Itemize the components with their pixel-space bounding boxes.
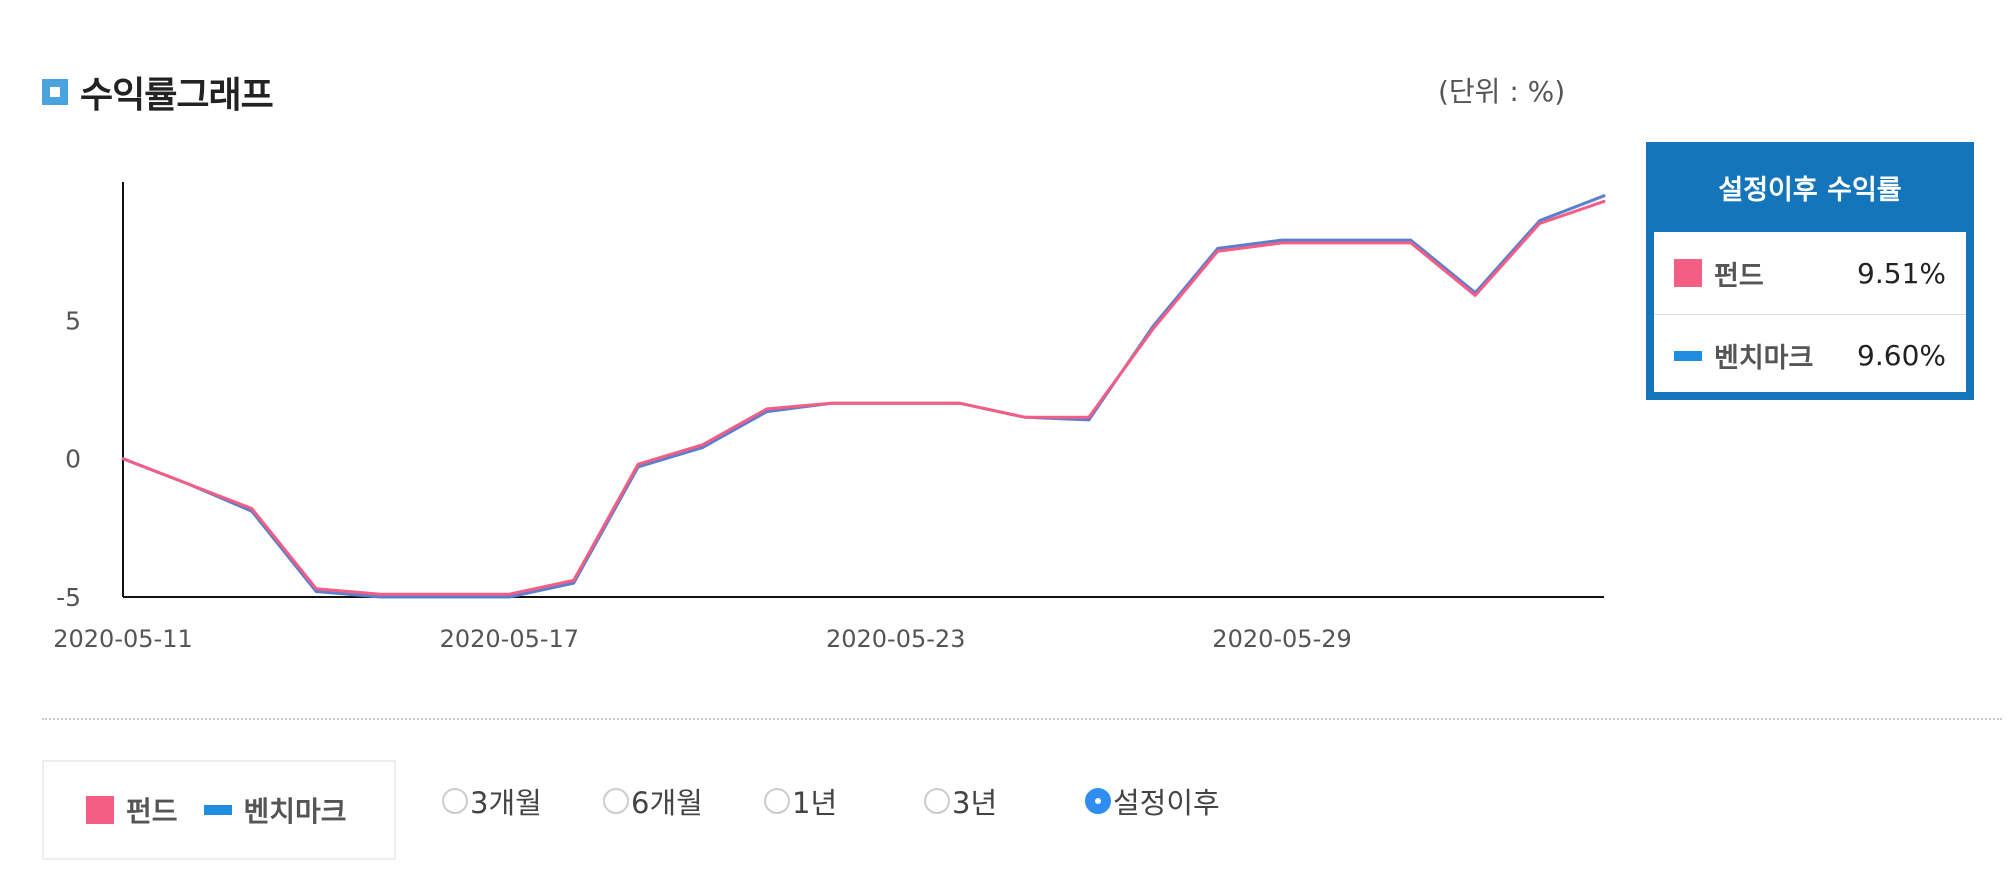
- period-3y-label: 3년: [952, 786, 998, 820]
- summary-row-benchmark: 벤치마크 9.60%: [1654, 314, 1966, 396]
- radio-since-inception[interactable]: [1085, 788, 1111, 814]
- x-tick-label: 2020-05-17: [440, 625, 579, 653]
- y-tick-label: 0: [65, 445, 81, 474]
- period-since-inception-label: 설정이후: [1113, 786, 1220, 820]
- summary-fund-label: 펀드: [1714, 260, 1764, 292]
- legend-benchmark-label: 벤치마크: [243, 795, 347, 828]
- period-1y-label: 1년: [792, 786, 838, 820]
- summary-panel: 설정이후 수익률 펀드 9.51% 벤치마크 9.60%: [1646, 142, 1974, 400]
- legend-item-benchmark: 벤치마크: [203, 790, 347, 830]
- summary-row-fund: 펀드 9.51%: [1654, 232, 1966, 314]
- unit-label: (단위 : %): [1438, 75, 1566, 108]
- period-3y[interactable]: 3년: [924, 780, 997, 822]
- page-title: 수익률그래프: [80, 75, 274, 116]
- radio-1y[interactable]: [764, 788, 790, 814]
- period-3m[interactable]: 3개월: [442, 780, 542, 822]
- return-line-chart: -5 0 5 2020-05-11 2020-05-17 2020-05-23 2020-0…: [53, 182, 1606, 653]
- section-divider: [42, 718, 2002, 720]
- period-6m[interactable]: 6개월: [603, 780, 703, 822]
- summary-benchmark-value: 9.60%: [1857, 339, 1946, 372]
- period-1y[interactable]: 1년: [764, 780, 837, 822]
- square-bullet-icon: [42, 79, 68, 105]
- chart-header: 수익률그래프: [42, 66, 274, 118]
- summary-body: 펀드 9.51% 벤치마크 9.60%: [1654, 232, 1966, 392]
- legend-item-fund: 펀드: [86, 790, 178, 830]
- y-tick-label: 5: [65, 306, 81, 335]
- x-tick-label: 2020-05-23: [826, 625, 965, 653]
- radio-3y[interactable]: [924, 788, 950, 814]
- summary-fund-value: 9.51%: [1857, 256, 1946, 290]
- radio-6m[interactable]: [603, 788, 629, 814]
- y-tick-label: -5: [56, 583, 81, 612]
- x-tick-label: 2020-05-29: [1212, 625, 1351, 653]
- benchmark-swatch-icon: [1674, 350, 1702, 361]
- chart-legend: 펀드 벤치마크: [42, 760, 396, 860]
- fund-series-line: [121, 199, 1606, 596]
- fund-swatch-icon: [86, 796, 114, 824]
- period-3m-label: 3개월: [470, 786, 542, 820]
- benchmark-series-line: [121, 194, 1606, 599]
- fund-swatch-icon: [1674, 259, 1702, 287]
- benchmark-swatch-icon: [203, 805, 232, 815]
- radio-3m[interactable]: [442, 788, 468, 814]
- period-6m-label: 6개월: [631, 786, 703, 820]
- x-tick-label: 2020-05-11: [53, 625, 192, 653]
- legend-fund-label: 펀드: [126, 795, 178, 828]
- period-since-inception[interactable]: 설정이후: [1085, 780, 1220, 822]
- summary-title: 설정이후 수익률: [1718, 174, 1902, 206]
- summary-benchmark-label: 벤치마크: [1714, 343, 1814, 374]
